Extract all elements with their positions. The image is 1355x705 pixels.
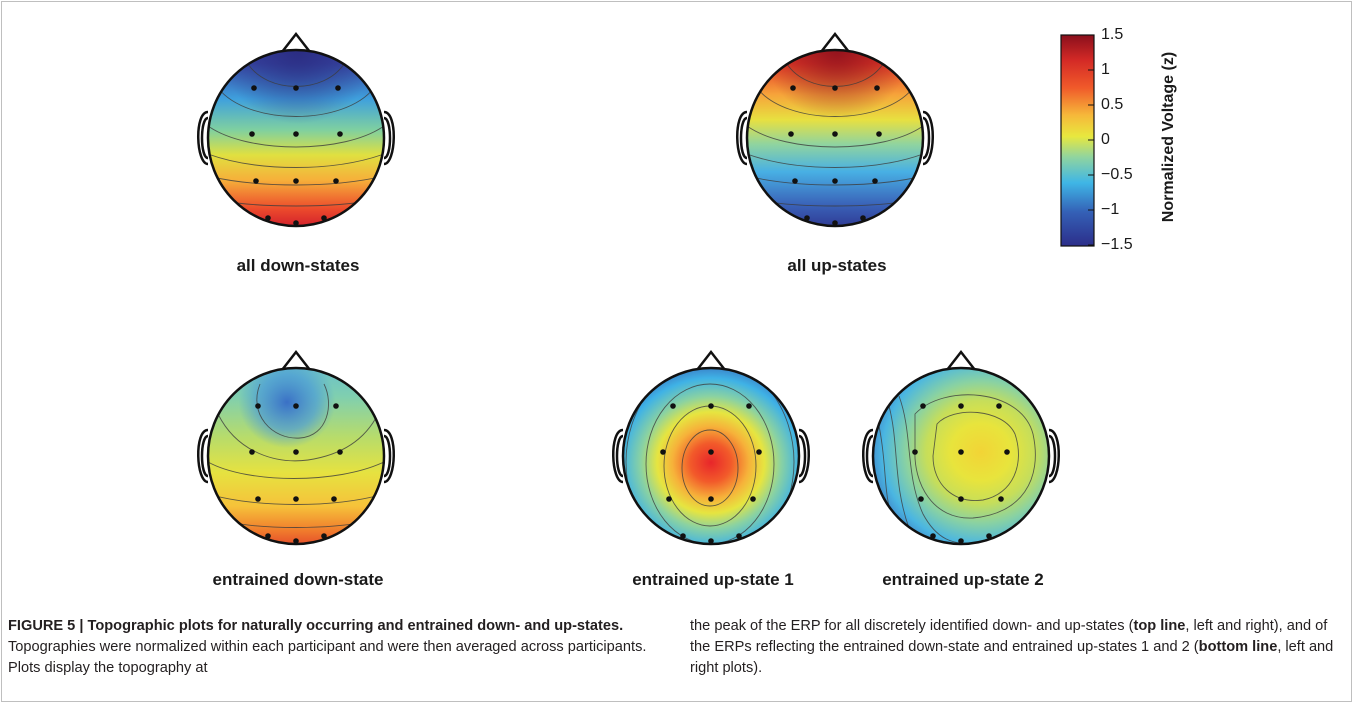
topo-map [623, 368, 799, 544]
topoplot-entrained-up-state-1 [612, 349, 810, 546]
figure-caption-right: the peak of the ERP for all discretely i… [690, 616, 1345, 679]
colorbar-tick-label: −0.5 [1101, 166, 1133, 183]
topoplot-all-down-states [197, 31, 395, 228]
head-outline [612, 349, 810, 484]
head-outline [736, 31, 934, 166]
colorbar-tick-label: 1 [1101, 61, 1110, 78]
figure-caption-label: FIGURE 5 | Topographic plots for natural… [8, 618, 624, 634]
figure-caption-text: , left and right plots). [690, 639, 1334, 676]
topoplot-entrained-up-state-2 [862, 349, 1060, 546]
head-outline [197, 31, 395, 166]
topoplot-all-up-states [736, 31, 934, 228]
colorbar-tick-label: 0.5 [1101, 96, 1124, 113]
caption-emphasis-top-line: top line [1133, 618, 1186, 634]
topoplot-entrained-down-state [197, 349, 395, 546]
electrode-dots [660, 403, 762, 544]
head-outline [862, 349, 1060, 484]
electrode-dots [249, 85, 343, 226]
topo-map [873, 368, 1049, 544]
figure-5: all down-states [197, 26, 1177, 589]
panel-label-all-up-states: all up-states [787, 256, 887, 275]
panel-label-entrained-down-state: entrained down-state [212, 570, 384, 589]
panel-label-all-down-states: all down-states [236, 256, 360, 275]
panel-label-entrained-up-state-2: entrained up-state 2 [882, 570, 1044, 589]
figure-caption-left: FIGURE 5 | Topographic plots for natural… [8, 616, 668, 679]
panel-label-entrained-up-state-1: entrained up-state 1 [632, 570, 794, 589]
electrode-dots [249, 403, 343, 544]
electrode-dots [912, 403, 1010, 544]
topo-map [208, 50, 384, 226]
electrode-dots [788, 85, 882, 226]
topo-map [747, 50, 923, 226]
colorbar-tick-label: −1.5 [1101, 236, 1133, 253]
colorbar-tick-label: −1 [1101, 201, 1120, 218]
colorbar [1060, 34, 1095, 247]
figure-caption-text: , left and right), and of the ERPs refle… [690, 618, 1328, 655]
colorbar-tick-label: 0 [1101, 131, 1110, 148]
figure-caption-text: Topographies were normalized within each… [8, 639, 647, 676]
colorbar-tick-label: 1.5 [1101, 26, 1124, 43]
caption-emphasis-bottom-line: bottom line [1198, 639, 1278, 655]
head-outline [197, 349, 395, 484]
figure-caption-text: the peak of the ERP for all discretely i… [690, 618, 1134, 634]
topo-map [208, 368, 384, 544]
colorbar-title: Normalized Voltage (z) [1160, 51, 1177, 223]
